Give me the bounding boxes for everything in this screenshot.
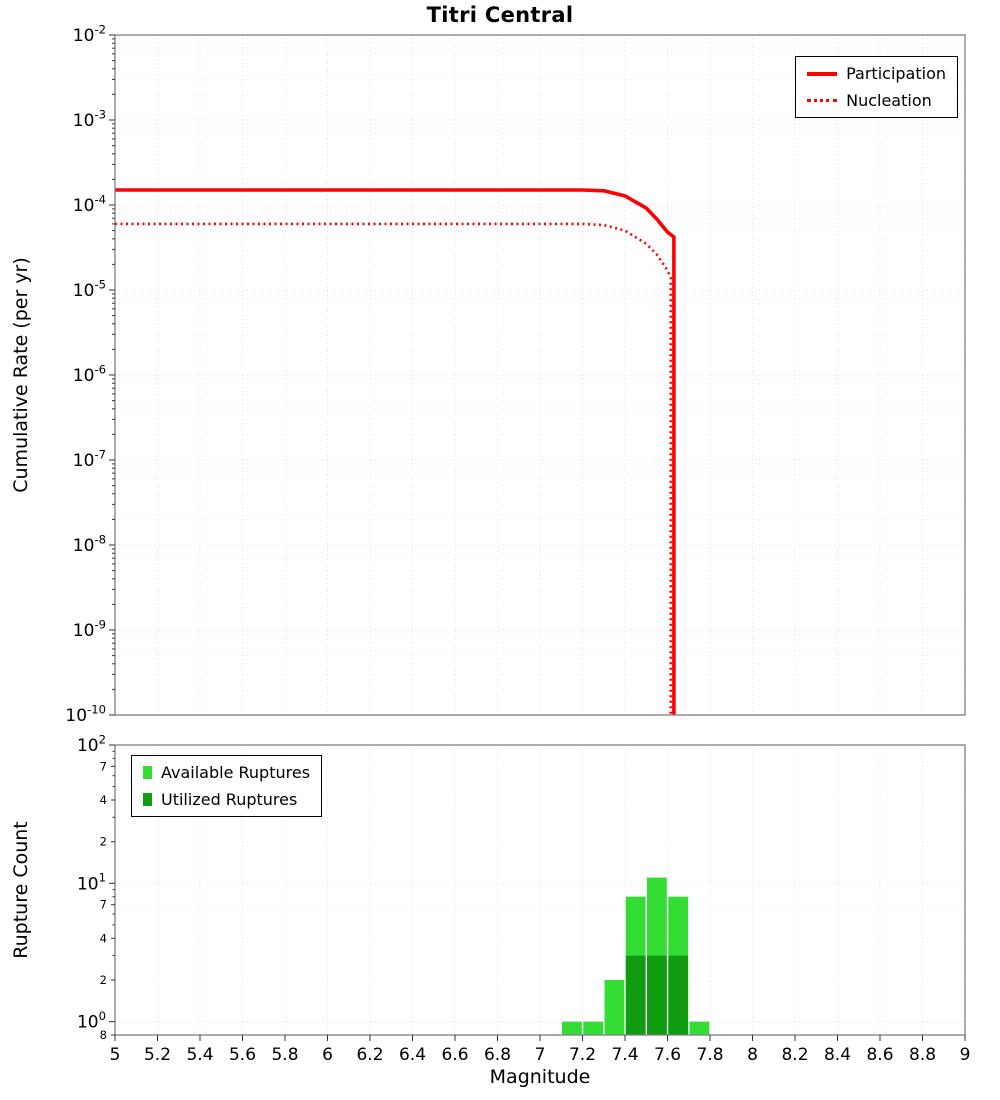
svg-text:8.2: 8.2: [781, 1045, 808, 1065]
svg-text:10-5: 10-5: [73, 277, 106, 301]
svg-text:7: 7: [100, 759, 107, 773]
bar-available: [689, 1021, 710, 1035]
svg-text:5: 5: [110, 1045, 121, 1065]
svg-text:7.4: 7.4: [611, 1045, 638, 1065]
svg-text:8: 8: [747, 1045, 758, 1065]
svg-text:6.8: 6.8: [484, 1045, 511, 1065]
axis-tick-labels: 10-2 10-3 10-4 10-5 10-6 10-7 10-8 10-9 10-10 100…: [65, 22, 970, 1065]
axis-ticks: [109, 34, 966, 1041]
svg-text:5.4: 5.4: [186, 1045, 213, 1065]
svg-text:10-6: 10-6: [73, 362, 106, 386]
svg-text:10-9: 10-9: [73, 617, 106, 641]
legend-item-available: Available Ruptures: [143, 763, 310, 782]
chart-title: Titri Central: [426, 3, 574, 27]
bottom-legend: Available Ruptures Utilized Ruptures: [131, 755, 323, 817]
svg-text:10-10: 10-10: [65, 702, 106, 726]
nucleation-line-sample: [807, 99, 838, 102]
svg-text:10-8: 10-8: [73, 532, 106, 556]
participation-line-sample: [807, 71, 838, 76]
bar-available: [562, 1021, 582, 1035]
svg-text:6.4: 6.4: [399, 1045, 426, 1065]
svg-text:5.2: 5.2: [144, 1045, 171, 1065]
svg-text:8.8: 8.8: [909, 1045, 936, 1065]
x-axis-label: Magnitude: [489, 1066, 591, 1088]
svg-text:2: 2: [100, 835, 107, 849]
svg-text:7: 7: [535, 1045, 546, 1065]
nucleation-line: [115, 222, 672, 715]
legend-item-nucleation: Nucleation: [807, 91, 946, 110]
top-y-axis-label: Cumulative Rate (per yr): [10, 257, 32, 493]
svg-text:7.6: 7.6: [654, 1045, 681, 1065]
svg-text:10-3: 10-3: [73, 107, 106, 131]
svg-text:7.8: 7.8: [696, 1045, 723, 1065]
rupture-count-bars: [562, 877, 710, 1035]
svg-text:100: 100: [77, 1009, 106, 1033]
bottom-y-axis-label: Rupture Count: [10, 821, 32, 959]
bar-utilized: [668, 955, 689, 1035]
top-legend: Participation Nucleation: [795, 56, 958, 118]
svg-text:6: 6: [322, 1045, 333, 1065]
legend-item-participation: Participation: [807, 64, 946, 83]
svg-text:4: 4: [100, 793, 107, 807]
bar-utilized: [647, 955, 667, 1035]
legend-label-nucleation: Nucleation: [846, 91, 932, 110]
svg-text:8: 8: [100, 1028, 107, 1042]
svg-text:6.6: 6.6: [441, 1045, 468, 1065]
bar-utilized: [625, 955, 646, 1035]
bar-available: [604, 980, 625, 1035]
bar-available: [583, 1021, 604, 1035]
svg-text:10-4: 10-4: [73, 192, 106, 216]
svg-text:2: 2: [100, 973, 107, 987]
legend-label-participation: Participation: [846, 64, 946, 83]
svg-text:5.8: 5.8: [271, 1045, 298, 1065]
svg-text:101: 101: [77, 871, 106, 895]
svg-text:5.6: 5.6: [229, 1045, 256, 1065]
legend-label-available: Available Ruptures: [161, 763, 311, 782]
svg-text:7: 7: [100, 898, 107, 912]
utilized-ruptures-marker: [143, 793, 152, 806]
legend-label-utilized: Utilized Ruptures: [161, 790, 298, 809]
svg-text:10-2: 10-2: [73, 22, 106, 46]
legend-item-utilized: Utilized Ruptures: [143, 790, 310, 809]
svg-text:8.4: 8.4: [824, 1045, 851, 1065]
svg-text:10-7: 10-7: [73, 447, 106, 471]
svg-text:6.2: 6.2: [356, 1045, 383, 1065]
svg-text:8.6: 8.6: [866, 1045, 893, 1065]
svg-text:102: 102: [77, 732, 106, 756]
available-ruptures-marker: [143, 766, 152, 779]
svg-text:9: 9: [960, 1045, 971, 1065]
svg-text:7.2: 7.2: [569, 1045, 596, 1065]
svg-text:4: 4: [100, 931, 107, 945]
participation-line: [115, 188, 676, 715]
